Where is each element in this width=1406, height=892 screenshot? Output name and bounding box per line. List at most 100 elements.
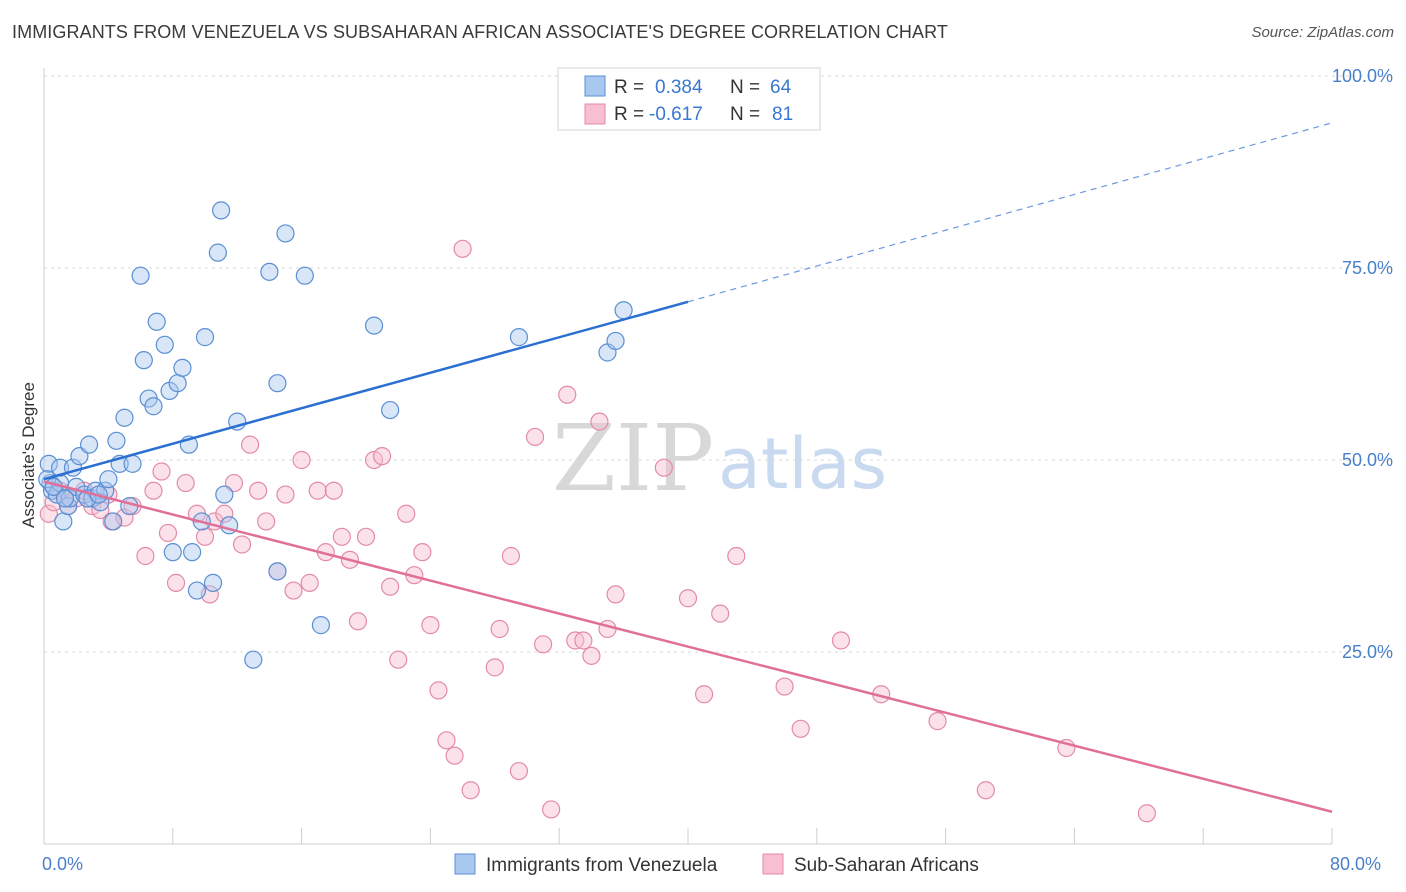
bottom-legend-label-sub-saharan: Sub-Saharan Africans	[794, 855, 979, 876]
legend-r-label-2: R =	[614, 104, 644, 125]
sub-saharan-point	[389, 650, 408, 669]
sub-saharan-point	[136, 546, 155, 566]
sub-saharan-point	[166, 573, 186, 592]
venezuela-point	[147, 312, 166, 331]
sub-saharan-point	[232, 535, 252, 554]
venezuela-point	[364, 316, 384, 335]
sub-saharan-point	[453, 239, 472, 258]
sub-saharan-point	[976, 781, 995, 800]
sub-saharan-point	[249, 481, 268, 500]
top-legend: R = 0.384 N = 64 R = -0.617 N = 81	[557, 67, 821, 131]
y-tick-label: 100.0%	[1332, 66, 1393, 86]
sub-saharan-point	[429, 681, 448, 700]
sub-saharan-point	[215, 504, 234, 523]
sub-saharan-point	[525, 427, 545, 447]
watermark: ZIP atlas	[552, 405, 887, 512]
sub-saharan-point	[727, 546, 746, 566]
sub-saharan-point	[240, 435, 260, 454]
sub-saharan-point	[437, 731, 456, 750]
sub-saharan-point	[397, 504, 416, 523]
venezuela-point	[131, 266, 150, 285]
sub-saharan-point	[356, 527, 376, 546]
venezuela-point	[195, 328, 215, 347]
venezuela-point	[244, 650, 263, 669]
venezuela-point	[55, 489, 75, 508]
sub-saharan-point	[144, 481, 163, 500]
y-axis-title: Associate's Degree	[19, 382, 38, 528]
sub-saharan-point	[332, 527, 351, 546]
sub-saharan-point	[373, 447, 392, 466]
y-tick-label: 50.0%	[1342, 450, 1393, 470]
venezuela-point	[212, 201, 231, 220]
venezuela-point	[260, 262, 279, 281]
venezuela-point	[104, 512, 123, 531]
venezuela-point	[99, 470, 118, 489]
x-tick-label-max: 80.0%	[1330, 854, 1381, 874]
sub-saharan-point	[300, 573, 319, 592]
venezuela-point	[187, 581, 207, 600]
venezuela-point	[614, 301, 633, 320]
legend-n-label-2: N =	[730, 104, 760, 125]
sub-saharan-point	[831, 631, 851, 650]
venezuela-point	[168, 374, 187, 393]
watermark-zip: ZIP	[552, 405, 714, 512]
sub-saharan-point	[791, 719, 810, 738]
legend-swatch-venezuela	[584, 75, 606, 97]
sub-saharan-point	[558, 385, 577, 404]
sub-saharan-point	[574, 631, 593, 650]
venezuela-point	[311, 616, 331, 635]
venezuela-point	[115, 408, 134, 427]
sub-saharan-point	[158, 523, 178, 543]
venezuela-point	[155, 335, 174, 354]
sub-saharan-trend-line	[43, 480, 1333, 813]
bottom-legend-label-venezuela: Immigrants from Venezuela	[486, 855, 718, 876]
legend-swatch-sub-saharan	[584, 103, 606, 125]
sub-saharan-point	[176, 473, 195, 493]
sub-saharan-point	[152, 462, 171, 481]
venezuela-point	[54, 512, 73, 531]
legend-n-value-venezuela: 64	[770, 77, 792, 98]
sub-saharan-point	[348, 612, 368, 631]
sub-saharan-point	[39, 504, 58, 523]
sub-saharan-point	[413, 543, 432, 562]
venezuela-point	[134, 351, 153, 370]
venezuela-point	[208, 243, 227, 262]
sub-saharan-point	[775, 677, 794, 696]
venezuela-point	[183, 543, 202, 562]
sub-saharan-point	[276, 485, 295, 504]
y-tick-labels: 25.0% 50.0% 75.0% 100.0%	[1332, 66, 1393, 662]
x-ticks	[172, 828, 1333, 844]
y-tick-label: 75.0%	[1342, 258, 1393, 278]
venezuela-trend-line	[43, 300, 689, 481]
sub-saharan-point	[606, 585, 625, 604]
sub-saharan-point	[678, 589, 698, 608]
bottom-legend-swatch-sub-saharan	[762, 853, 784, 875]
venezuela-point	[144, 397, 163, 416]
bottom-legend: Immigrants from Venezuela Sub-Saharan Af…	[454, 853, 979, 876]
sub-saharan-point	[501, 546, 520, 566]
venezuela-trend-extension	[687, 122, 1333, 303]
venezuela-point	[39, 454, 58, 473]
venezuela-point	[509, 328, 529, 347]
series-venezuela-points	[38, 201, 633, 669]
venezuela-point	[606, 331, 625, 351]
venezuela-point	[203, 573, 223, 592]
venezuela-point	[173, 358, 192, 377]
legend-n-value-sub-saharan: 81	[772, 104, 793, 125]
venezuela-point	[50, 458, 70, 477]
sub-saharan-point	[598, 619, 617, 639]
legend-r-value-sub-saharan: -0.617	[649, 104, 703, 125]
venezuela-point	[60, 489, 79, 508]
venezuela-point	[163, 543, 182, 562]
sub-saharan-point	[711, 604, 730, 623]
series-sub-saharan-points	[39, 239, 1156, 823]
sub-saharan-point	[421, 616, 440, 635]
source-label: Source: ZipAtlas.com	[1251, 24, 1394, 41]
sub-saharan-point	[257, 512, 276, 531]
sub-saharan-point	[694, 685, 714, 704]
sub-saharan-point	[509, 761, 529, 781]
sub-saharan-point	[490, 619, 509, 639]
bottom-legend-swatch-venezuela	[454, 853, 476, 875]
sub-saharan-point	[582, 646, 601, 665]
